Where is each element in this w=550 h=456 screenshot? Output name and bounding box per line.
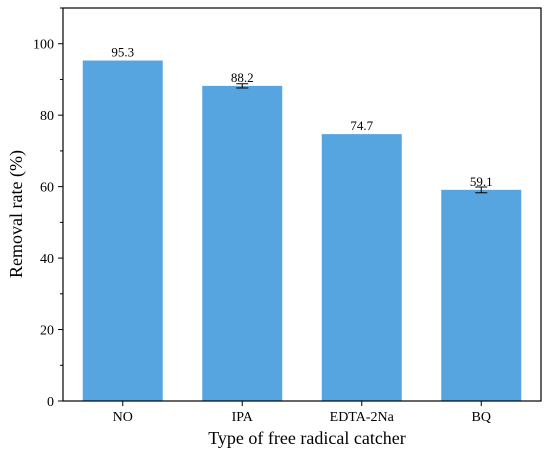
data-labels-layer: 95.3 88.2 74.7 59.1	[111, 45, 492, 189]
y-axis-title: Removal rate (%)	[6, 150, 27, 278]
x-tick-label: EDTA-2Na	[330, 410, 395, 425]
bars-layer	[82, 60, 522, 402]
data-label-edta-2na: 74.7	[350, 118, 373, 133]
data-label-no: 95.3	[111, 45, 134, 60]
ticks-layer: NO IPA EDTA-2Na BQ 0 20 40 60 80 100	[33, 7, 491, 425]
bar-bq	[441, 189, 522, 401]
error-bar-ipa	[236, 83, 249, 89]
x-tick-label: NO	[113, 410, 133, 425]
bar-no	[82, 60, 163, 401]
x-axis-title: Type of free radical catcher	[208, 428, 406, 448]
y-tick-label: 0	[47, 395, 54, 410]
y-tick-label: 60	[40, 181, 54, 196]
axes-layer	[62, 7, 542, 402]
bar-ipa	[202, 85, 283, 402]
data-label-bq: 59.1	[470, 174, 493, 189]
y-tick-label: 20	[40, 324, 54, 339]
y-tick-label: 80	[40, 109, 54, 124]
x-tick-label: BQ	[472, 410, 491, 425]
x-tick-label: IPA	[232, 410, 254, 425]
bar-edta-2na	[321, 134, 402, 401]
plot-frame	[62, 7, 542, 402]
data-label-ipa: 88.2	[231, 70, 254, 85]
error-bars-layer	[236, 83, 488, 194]
error-bar-bq	[475, 186, 488, 194]
y-tick-label: 100	[33, 38, 54, 53]
y-tick-label: 40	[40, 252, 54, 267]
